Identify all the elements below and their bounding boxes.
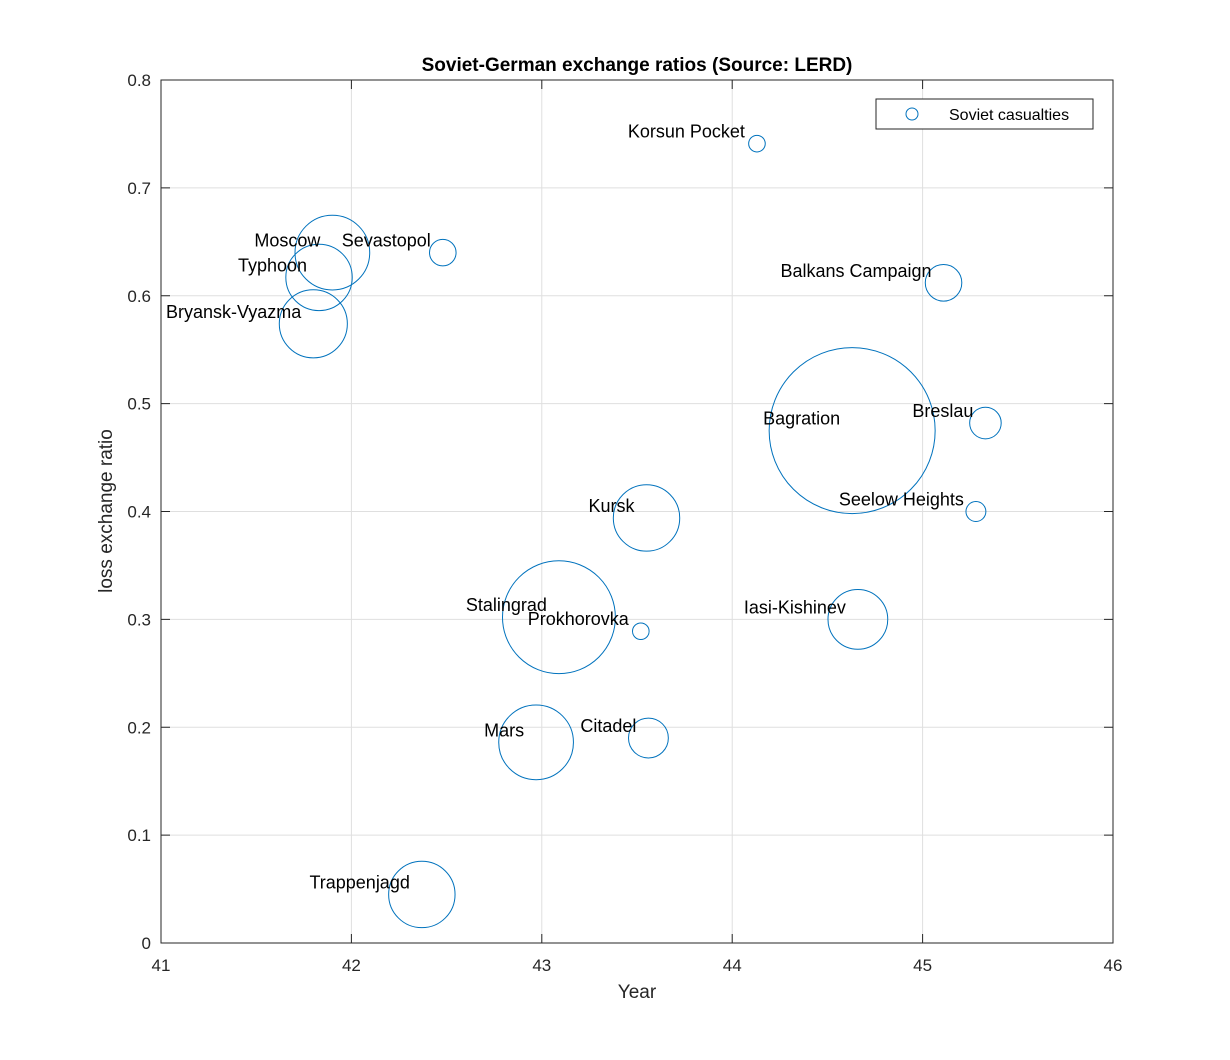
point-label-korsun-pocket: Korsun Pocket xyxy=(628,122,745,142)
bubble-layer xyxy=(278,134,1002,929)
y-tick-label: 0 xyxy=(142,934,151,953)
bubble-seelow-heights xyxy=(965,501,987,522)
point-label-iasi-kishinev: Iasi-Kishinev xyxy=(744,597,846,617)
bubble-stalingrad xyxy=(501,560,616,675)
y-tick-label: 0.6 xyxy=(127,287,151,306)
y-tick-label: 0.2 xyxy=(127,718,151,737)
legend: Soviet casualties xyxy=(875,98,1094,130)
grid-layer xyxy=(160,79,1114,944)
legend-box xyxy=(875,98,1094,130)
bubble-bryansk-vyazma xyxy=(278,289,348,359)
point-label-balkans-campaign: Balkans Campaign xyxy=(780,261,931,281)
x-tick-label: 42 xyxy=(342,956,361,975)
y-tick-label: 0.8 xyxy=(127,71,151,90)
point-label-citadel: Citadel xyxy=(580,716,636,736)
x-tick-label: 46 xyxy=(1104,956,1123,975)
bubble-bagration xyxy=(768,347,936,515)
legend-marker-icon xyxy=(905,107,919,121)
bubble-breslau xyxy=(969,406,1002,440)
legend-entry-soviet-casualties: Soviet casualties xyxy=(949,107,1069,124)
x-tick-label: 45 xyxy=(913,956,932,975)
point-label-bagration: Bagration xyxy=(763,409,840,429)
bubble-korsun-pocket xyxy=(748,134,766,153)
x-tick-label: 43 xyxy=(532,956,551,975)
bubble-citadel xyxy=(628,717,669,759)
point-label-stalingrad: Stalingrad xyxy=(466,595,547,615)
y-tick-label: 0.3 xyxy=(127,610,151,629)
point-label-kursk: Kursk xyxy=(589,496,636,516)
x-tick-label: 44 xyxy=(723,956,742,975)
tick-layer: 41 42 43 44 45 46 0 0.1 0.2 0.3 0.4 0.5 0.6 0.7 0.8 xyxy=(127,71,1122,975)
y-tick-label: 0.5 xyxy=(127,395,151,414)
bubble-moscow xyxy=(294,214,371,291)
bubble-mars xyxy=(498,704,574,781)
point-label-bryansk-vyazma: Bryansk-Vyazma xyxy=(166,302,302,322)
point-label-typhoon: Typhoon xyxy=(238,255,307,275)
bubble-trappenjagd xyxy=(388,860,456,929)
bubble-kursk xyxy=(612,484,681,552)
point-label-trappenjagd: Trappenjagd xyxy=(309,872,409,892)
bubble-typhoon xyxy=(285,243,353,312)
y-tick-label: 0.4 xyxy=(127,503,151,522)
point-label-mars: Mars xyxy=(484,720,524,740)
point-label-seelow-heights: Seelow Heights xyxy=(839,490,964,510)
point-label-prokhorovka: Prokhorovka xyxy=(528,609,630,629)
chart-title: Soviet-German exchange ratios (Source: L… xyxy=(422,55,853,76)
y-tick-label: 0.7 xyxy=(127,179,151,198)
bubble-sevastopol xyxy=(429,238,457,267)
x-axis-title: Year xyxy=(618,982,657,1003)
bubble-balkans-campaign xyxy=(924,264,963,302)
bubble-prokhorovka xyxy=(632,622,650,641)
x-tick-label: 41 xyxy=(152,956,171,975)
y-axis-title: loss exchange ratio xyxy=(96,429,117,593)
point-label-sevastopol: Sevastopol xyxy=(342,231,431,251)
point-label-breslau: Breslau xyxy=(912,401,973,421)
bubble-iasi-kishinev xyxy=(827,588,889,650)
y-tick-label: 0.1 xyxy=(127,826,151,845)
label-layer: Korsun Pocket Moscow Sevastopol Typhoon Brya… xyxy=(166,122,973,893)
point-label-moscow: Moscow xyxy=(254,231,321,251)
